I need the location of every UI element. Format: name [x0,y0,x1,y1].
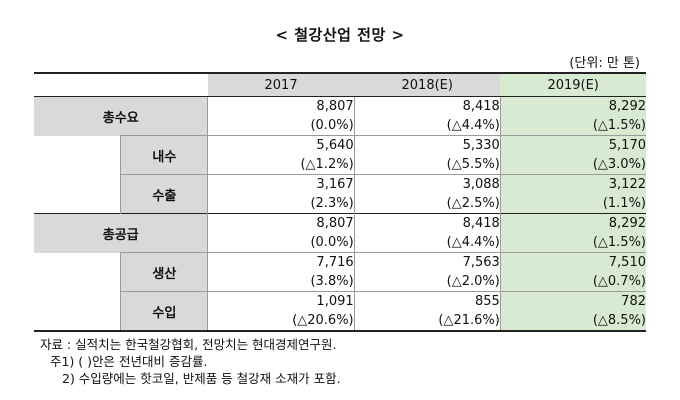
row-label-import: 수입 [120,291,209,332]
indent-cell [34,291,122,332]
value-cell: 8,418 (△4.4%) [354,96,501,136]
indent-cell [34,252,122,292]
value-cell: 7,716 (3.8%) [207,252,355,292]
indent-cell [34,174,122,214]
row-label-total-demand: 총수요 [34,96,209,136]
header-corner [34,72,208,97]
row-label-export: 수출 [120,174,209,214]
table-title: < 철강산업 전망 > [275,26,405,44]
column-header-2019: 2019(E) [500,72,646,97]
value-cell: 855 (△21.6%) [354,291,501,332]
value-cell: 8,807 (0.0%) [207,96,355,136]
value-cell: 3,088 (△2.5%) [354,174,501,214]
note-1: 주1) ( )안은 전년대비 증감률. [50,354,208,369]
table-row: 수입 1,091 (△20.6%) 855 (△21.6%) 782 (△8.5%) [34,291,646,332]
table-row: 총수요 8,807 (0.0%) 8,418 (△4.4%) 8,292 (△1.5%… [34,96,646,136]
value-cell: 3,122 (1.1%) [500,174,646,214]
table-row: 내수 5,640 (△1.2%) 5,330 (△5.5%) 5,170 (△3.0%… [34,135,646,175]
column-header-2017: 2017 [207,72,355,97]
row-label-production: 생산 [120,252,209,292]
value-cell: 8,418 (△4.4%) [354,213,501,253]
steel-forecast-table: 2017 2018(E) 2019(E) 총수요 8,807 (0.0%) 8,4… [34,72,646,332]
value-cell: 5,170 (△3.0%) [500,135,646,175]
value-cell: 1,091 (△20.6%) [207,291,355,332]
value-cell: 8,292 (△1.5%) [500,96,646,136]
note-2: 2) 수입량에는 핫코일, 반제품 등 철강재 소재가 포함. [62,371,341,386]
column-header-2018: 2018(E) [354,72,501,97]
value-cell: 5,640 (△1.2%) [207,135,355,175]
unit-label: (단위: 만 톤) [569,56,640,71]
footnotes: 자료 : 실적치는 한국철강협회, 전망치는 현대경제연구원. 주1) ( )안… [40,336,341,387]
value-cell: 8,292 (△1.5%) [500,213,646,253]
value-cell: 7,510 (△0.7%) [500,252,646,292]
row-label-total-supply: 총공급 [34,213,209,253]
header-row: 2017 2018(E) 2019(E) [34,72,646,97]
table-row: 생산 7,716 (3.8%) 7,563 (△2.0%) 7,510 (△0.7%) [34,252,646,292]
value-cell: 7,563 (△2.0%) [354,252,501,292]
table-row: 수출 3,167 (2.3%) 3,088 (△2.5%) 3,122 (1.1%) [34,174,646,214]
value-cell: 3,167 (2.3%) [207,174,355,214]
indent-cell [34,135,122,175]
value-cell: 5,330 (△5.5%) [354,135,501,175]
table-row: 총공급 8,807 (0.0%) 8,418 (△4.4%) 8,292 (△1.5%… [34,213,646,253]
row-label-domestic: 내수 [120,135,209,175]
value-cell: 8,807 (0.0%) [207,213,355,253]
value-cell: 782 (△8.5%) [500,291,646,332]
source-note: 자료 : 실적치는 한국철강협회, 전망치는 현대경제연구원. [40,337,337,352]
